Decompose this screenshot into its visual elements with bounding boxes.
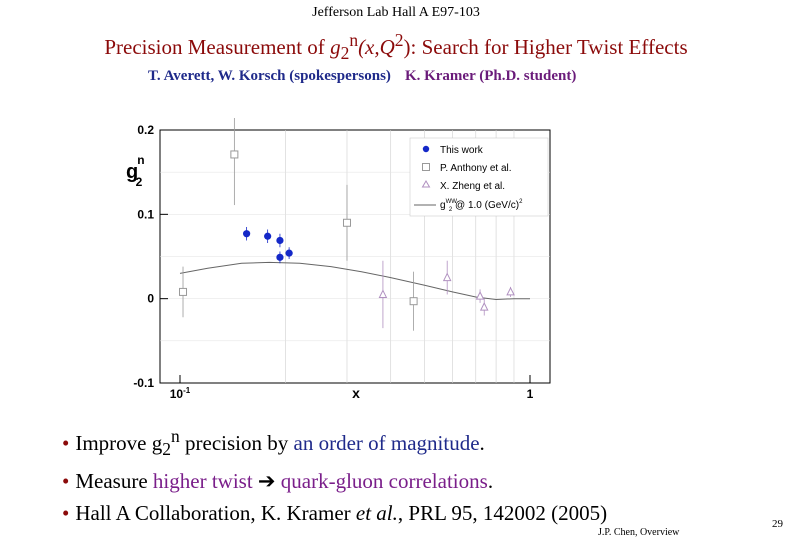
page-number: 29	[772, 518, 783, 530]
x-tick-label: 10-1	[170, 386, 191, 401]
title-g: g	[330, 35, 341, 59]
b3-text2: , PRL 95, 142002 (2005)	[397, 501, 608, 526]
bullet-list: • Improve g2n precision by an order of ma…	[62, 420, 607, 529]
ww-g: g	[440, 200, 446, 211]
y-tick-label: -0.1	[133, 376, 154, 390]
legend: This work P. Anthony et al. X. Zheng et …	[409, 137, 549, 217]
b2-highlight1: higher twist	[152, 469, 253, 494]
ww-sub: 2	[449, 207, 453, 213]
authors-line: T. Averett, W. Korsch (spokespersons) K. …	[148, 68, 576, 85]
y-tick-label: 0.2	[137, 123, 154, 137]
student: K. Kramer (Ph.D. student)	[404, 68, 577, 84]
title-args: (x,Q	[358, 35, 395, 59]
bullet-2: • Measure higher twist ➔ quark-gluon corr…	[62, 465, 607, 497]
point-zheng	[506, 286, 515, 296]
b1-sup: n	[171, 426, 180, 446]
bullet-3: • Hall A Collaboration, K. Kramer et al.,…	[62, 497, 607, 529]
ylabel-g: g	[126, 161, 138, 183]
legend-label-anthony: P. Anthony et al.	[440, 163, 512, 174]
title-q-sup: 2	[394, 30, 404, 50]
point-this-work	[243, 230, 251, 238]
axis-ticks: 0.2 0.1 0 -0.1 10-1 1	[133, 123, 533, 401]
point-zheng	[442, 272, 452, 282]
legend-box	[409, 137, 549, 217]
x-tick-label: 1	[527, 387, 534, 401]
g2n-plot: 0.20.10-0.110-1 1 gn 2 x This work P. Anth…	[126, 118, 551, 401]
y-tick-label: 0	[147, 292, 154, 306]
point-anthony	[409, 297, 418, 306]
b3-italic: et al.	[355, 501, 398, 526]
bullet-dot: •	[62, 469, 70, 494]
experiment-header: Jefferson Lab Hall A E97-103	[312, 5, 480, 20]
legend-label-ww: gWW 2 @ 1.0 (GeV/c)2	[440, 199, 523, 213]
b1-text3: .	[479, 431, 485, 455]
title-prefix: Precision Measurement of	[104, 35, 331, 59]
b1-highlight: an order of magnitude	[293, 431, 480, 455]
arrow-icon: ➔	[257, 469, 276, 494]
b1-text2: precision by	[179, 431, 294, 455]
point-anthony	[179, 287, 188, 296]
b3-text1: Hall A Collaboration, K. Kramer	[75, 501, 356, 526]
b2-text1: Measure	[75, 469, 153, 494]
point-this-work	[276, 253, 284, 261]
point-zheng	[479, 301, 489, 311]
point-anthony	[342, 218, 351, 227]
ylabel-sub: 2	[136, 175, 143, 189]
b2-highlight2: quark-gluon correlations	[280, 469, 488, 494]
title-sub: 2	[340, 43, 350, 64]
b1-sub: 2	[162, 439, 172, 460]
legend-marker-this-work	[422, 145, 430, 153]
point-anthony	[230, 150, 239, 159]
y-tick-label: 0.1	[137, 207, 154, 221]
legend-marker-anthony	[422, 163, 430, 171]
y-axis-label: gn 2	[126, 153, 145, 189]
data-points	[179, 118, 515, 331]
legend-label-this-work: This work	[440, 145, 484, 156]
point-zheng	[378, 289, 388, 298]
point-zheng	[475, 291, 485, 300]
grid-lines	[160, 130, 550, 383]
b2-text3: .	[487, 469, 494, 494]
slide-title: Precision Measurement of g2n(x,Q2): Sear…	[0, 30, 792, 64]
point-this-work	[264, 232, 272, 240]
point-this-work	[285, 249, 293, 257]
presenter-footer: J.P. Chen, Overview	[598, 527, 680, 538]
ylabel-sup: n	[137, 153, 144, 167]
bullet-dot: •	[62, 431, 70, 455]
bullet-1: • Improve g2n precision by an order of ma…	[62, 420, 607, 465]
b1-text1: Improve g	[75, 431, 163, 455]
g2ww-curve-path	[179, 261, 530, 301]
ww-rest-sup: 2	[519, 199, 523, 205]
point-this-work	[276, 236, 284, 245]
legend-marker-zheng	[421, 180, 431, 188]
x-tick-exp: -1	[183, 386, 191, 395]
bullet-dot: •	[62, 501, 70, 526]
title-sup: n	[349, 30, 359, 50]
spokespersons: T. Averett, W. Korsch (spokespersons)	[148, 68, 391, 84]
ww-rest: @ 1.0 (GeV/c)	[452, 200, 519, 211]
x-axis-label: x	[352, 385, 360, 401]
g2ww-curve	[179, 261, 530, 301]
legend-label-zheng: X. Zheng et al.	[440, 181, 505, 192]
title-suffix: ): Search for Higher Twist Effects	[403, 35, 688, 59]
ww-sup: WW	[446, 199, 458, 205]
